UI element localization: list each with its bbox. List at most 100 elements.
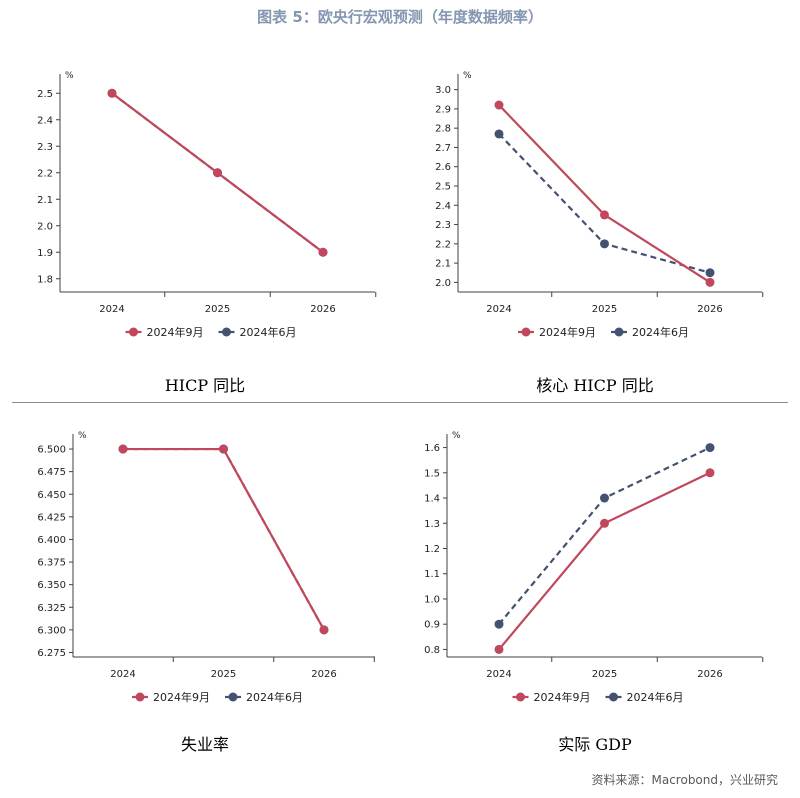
chart-panel-core-hicp: 2.0 2.1 2.2 2.3 2.4 2.5 2.6 2.7 2.8 2.9 3.0% 2024 20… xyxy=(400,60,800,339)
legend-label-sep: 2024年9月 xyxy=(539,325,596,339)
data-point-jun xyxy=(600,239,609,249)
data-point-jun xyxy=(705,443,715,453)
y-tick-label: 2.9 xyxy=(435,104,451,115)
y-unit-label: % xyxy=(78,431,87,441)
data-point-sep xyxy=(600,210,609,220)
y-tick-label: 6.475 xyxy=(37,467,66,478)
y-tick-label: 6.275 xyxy=(37,648,66,659)
y-tick-label: 6.400 xyxy=(37,535,66,546)
caption-unemployment: 失业率 xyxy=(180,735,229,754)
y-tick-label: 6.450 xyxy=(37,490,66,501)
legend-marker-sep xyxy=(521,327,531,337)
caption-hicp: HICP 同比 xyxy=(164,376,246,395)
x-tick-label: 2024 xyxy=(486,304,511,315)
chart-panel-real-gdp: 0.8 0.9 1.0 1.1 1.2 1.3 1.4 1.5 1.6% 2024 2025 2026… xyxy=(400,425,800,704)
y-tick-label: 2.1 xyxy=(37,195,53,206)
y-tick-label: 1.9 xyxy=(37,248,53,259)
data-point-jun xyxy=(600,493,609,503)
y-tick-label: 1.4 xyxy=(424,494,440,505)
y-tick-label: 1.1 xyxy=(424,569,440,580)
y-tick-label: 2.0 xyxy=(435,278,451,289)
data-point-sep xyxy=(213,168,222,178)
data-point-sep xyxy=(219,444,228,454)
legend-marker-sep xyxy=(129,327,138,337)
source-note: 资料来源：Macrobond，兴业研究 xyxy=(591,773,779,787)
caption-core-hicp: 核心 HICP 同比 xyxy=(536,376,654,395)
series-line-jun xyxy=(498,446,711,625)
series-line-sep xyxy=(123,447,325,631)
series-line-jun xyxy=(123,447,325,631)
y-tick-label: 1.6 xyxy=(424,443,440,454)
data-point-jun xyxy=(705,268,715,278)
data-point-sep xyxy=(705,468,715,478)
legend-label-sep: 2024年9月 xyxy=(147,325,204,339)
legend-marker-jun xyxy=(228,692,238,702)
data-point-sep xyxy=(600,518,609,528)
x-tick-label: 2025 xyxy=(592,304,617,315)
data-point-sep xyxy=(107,88,117,98)
y-tick-label: 2.7 xyxy=(435,143,451,154)
chart-real-gdp: 0.8 0.9 1.0 1.1 1.2 1.3 1.4 1.5 1.6% 2024 2025 2026… xyxy=(424,431,764,704)
y-tick-label: 1.8 xyxy=(37,274,53,285)
chart-core-hicp: 2.0 2.1 2.2 2.3 2.4 2.5 2.6 2.7 2.8 2.9 3.0% 2024 20… xyxy=(435,71,764,339)
data-point-jun xyxy=(494,129,504,139)
y-unit-label: % xyxy=(452,431,461,441)
chart-unemployment: 6.275 6.300 6.325 6.350 6.375 6.400 6.425 6.450… xyxy=(37,431,375,704)
x-tick-label: 2024 xyxy=(486,669,511,680)
data-point-sep xyxy=(494,644,504,654)
x-tick-label: 2026 xyxy=(697,304,722,315)
legend-label-jun: 2024年6月 xyxy=(627,690,684,704)
y-tick-label: 6.350 xyxy=(37,580,66,591)
y-unit-label: % xyxy=(463,71,472,81)
y-tick-label: 2.4 xyxy=(37,115,53,126)
data-point-sep xyxy=(318,247,328,257)
chart-panel-unemployment: 6.275 6.300 6.325 6.350 6.375 6.400 6.425 6.450… xyxy=(0,425,400,704)
x-tick-label: 2024 xyxy=(110,669,135,680)
y-tick-label: 0.8 xyxy=(424,645,440,656)
legend-marker-jun xyxy=(614,327,624,337)
y-tick-label: 6.500 xyxy=(37,445,66,456)
caption-real-gdp: 实际 GDP xyxy=(558,735,632,754)
legend-label-jun: 2024年6月 xyxy=(240,325,297,339)
y-tick-label: 2.6 xyxy=(435,162,451,173)
legend-label-sep: 2024年9月 xyxy=(534,690,591,704)
x-tick-label: 2025 xyxy=(592,669,617,680)
y-tick-label: 2.2 xyxy=(435,239,451,250)
data-point-jun xyxy=(494,619,504,629)
y-unit-label: % xyxy=(65,71,74,81)
chart-panel-hicp: 1.8 1.9 2.0 2.1 2.2 2.3 2.4 2.5% 2024 2025 2026 202… xyxy=(0,60,400,339)
y-tick-label: 6.325 xyxy=(37,603,66,614)
y-tick-label: 0.9 xyxy=(424,620,440,631)
y-tick-label: 2.0 xyxy=(37,221,53,232)
data-point-sep xyxy=(319,625,329,635)
legend-label-sep: 2024年9月 xyxy=(153,690,210,704)
data-point-sep xyxy=(494,100,504,110)
legend-label-jun: 2024年6月 xyxy=(632,325,689,339)
y-tick-label: 2.3 xyxy=(37,142,53,153)
data-point-sep xyxy=(118,444,128,454)
y-tick-label: 2.8 xyxy=(435,124,451,135)
legend-marker-sep xyxy=(516,692,525,702)
y-tick-label: 2.3 xyxy=(435,220,451,231)
legend-marker-sep xyxy=(135,692,145,702)
y-tick-label: 6.375 xyxy=(37,558,66,569)
divider xyxy=(12,402,788,403)
x-tick-label: 2026 xyxy=(310,304,335,315)
y-tick-label: 2.5 xyxy=(435,182,451,193)
data-point-sep xyxy=(705,277,715,287)
series-line-jun xyxy=(498,133,711,274)
y-tick-label: 1.3 xyxy=(424,519,440,530)
legend-marker-jun xyxy=(222,327,231,337)
x-tick-label: 2025 xyxy=(211,669,236,680)
x-tick-label: 2024 xyxy=(99,304,124,315)
y-tick-label: 1.2 xyxy=(424,544,440,555)
y-tick-label: 2.2 xyxy=(37,168,53,179)
y-tick-label: 6.300 xyxy=(37,625,66,636)
y-tick-label: 1.5 xyxy=(424,468,440,479)
y-tick-label: 3.0 xyxy=(435,85,451,96)
y-tick-label: 6.425 xyxy=(37,512,66,523)
x-tick-label: 2026 xyxy=(697,669,722,680)
figure-title: 图表 5：欧央行宏观预测（年度数据频率） xyxy=(257,8,543,26)
series-line-sep xyxy=(498,104,711,284)
y-tick-label: 2.4 xyxy=(435,201,451,212)
